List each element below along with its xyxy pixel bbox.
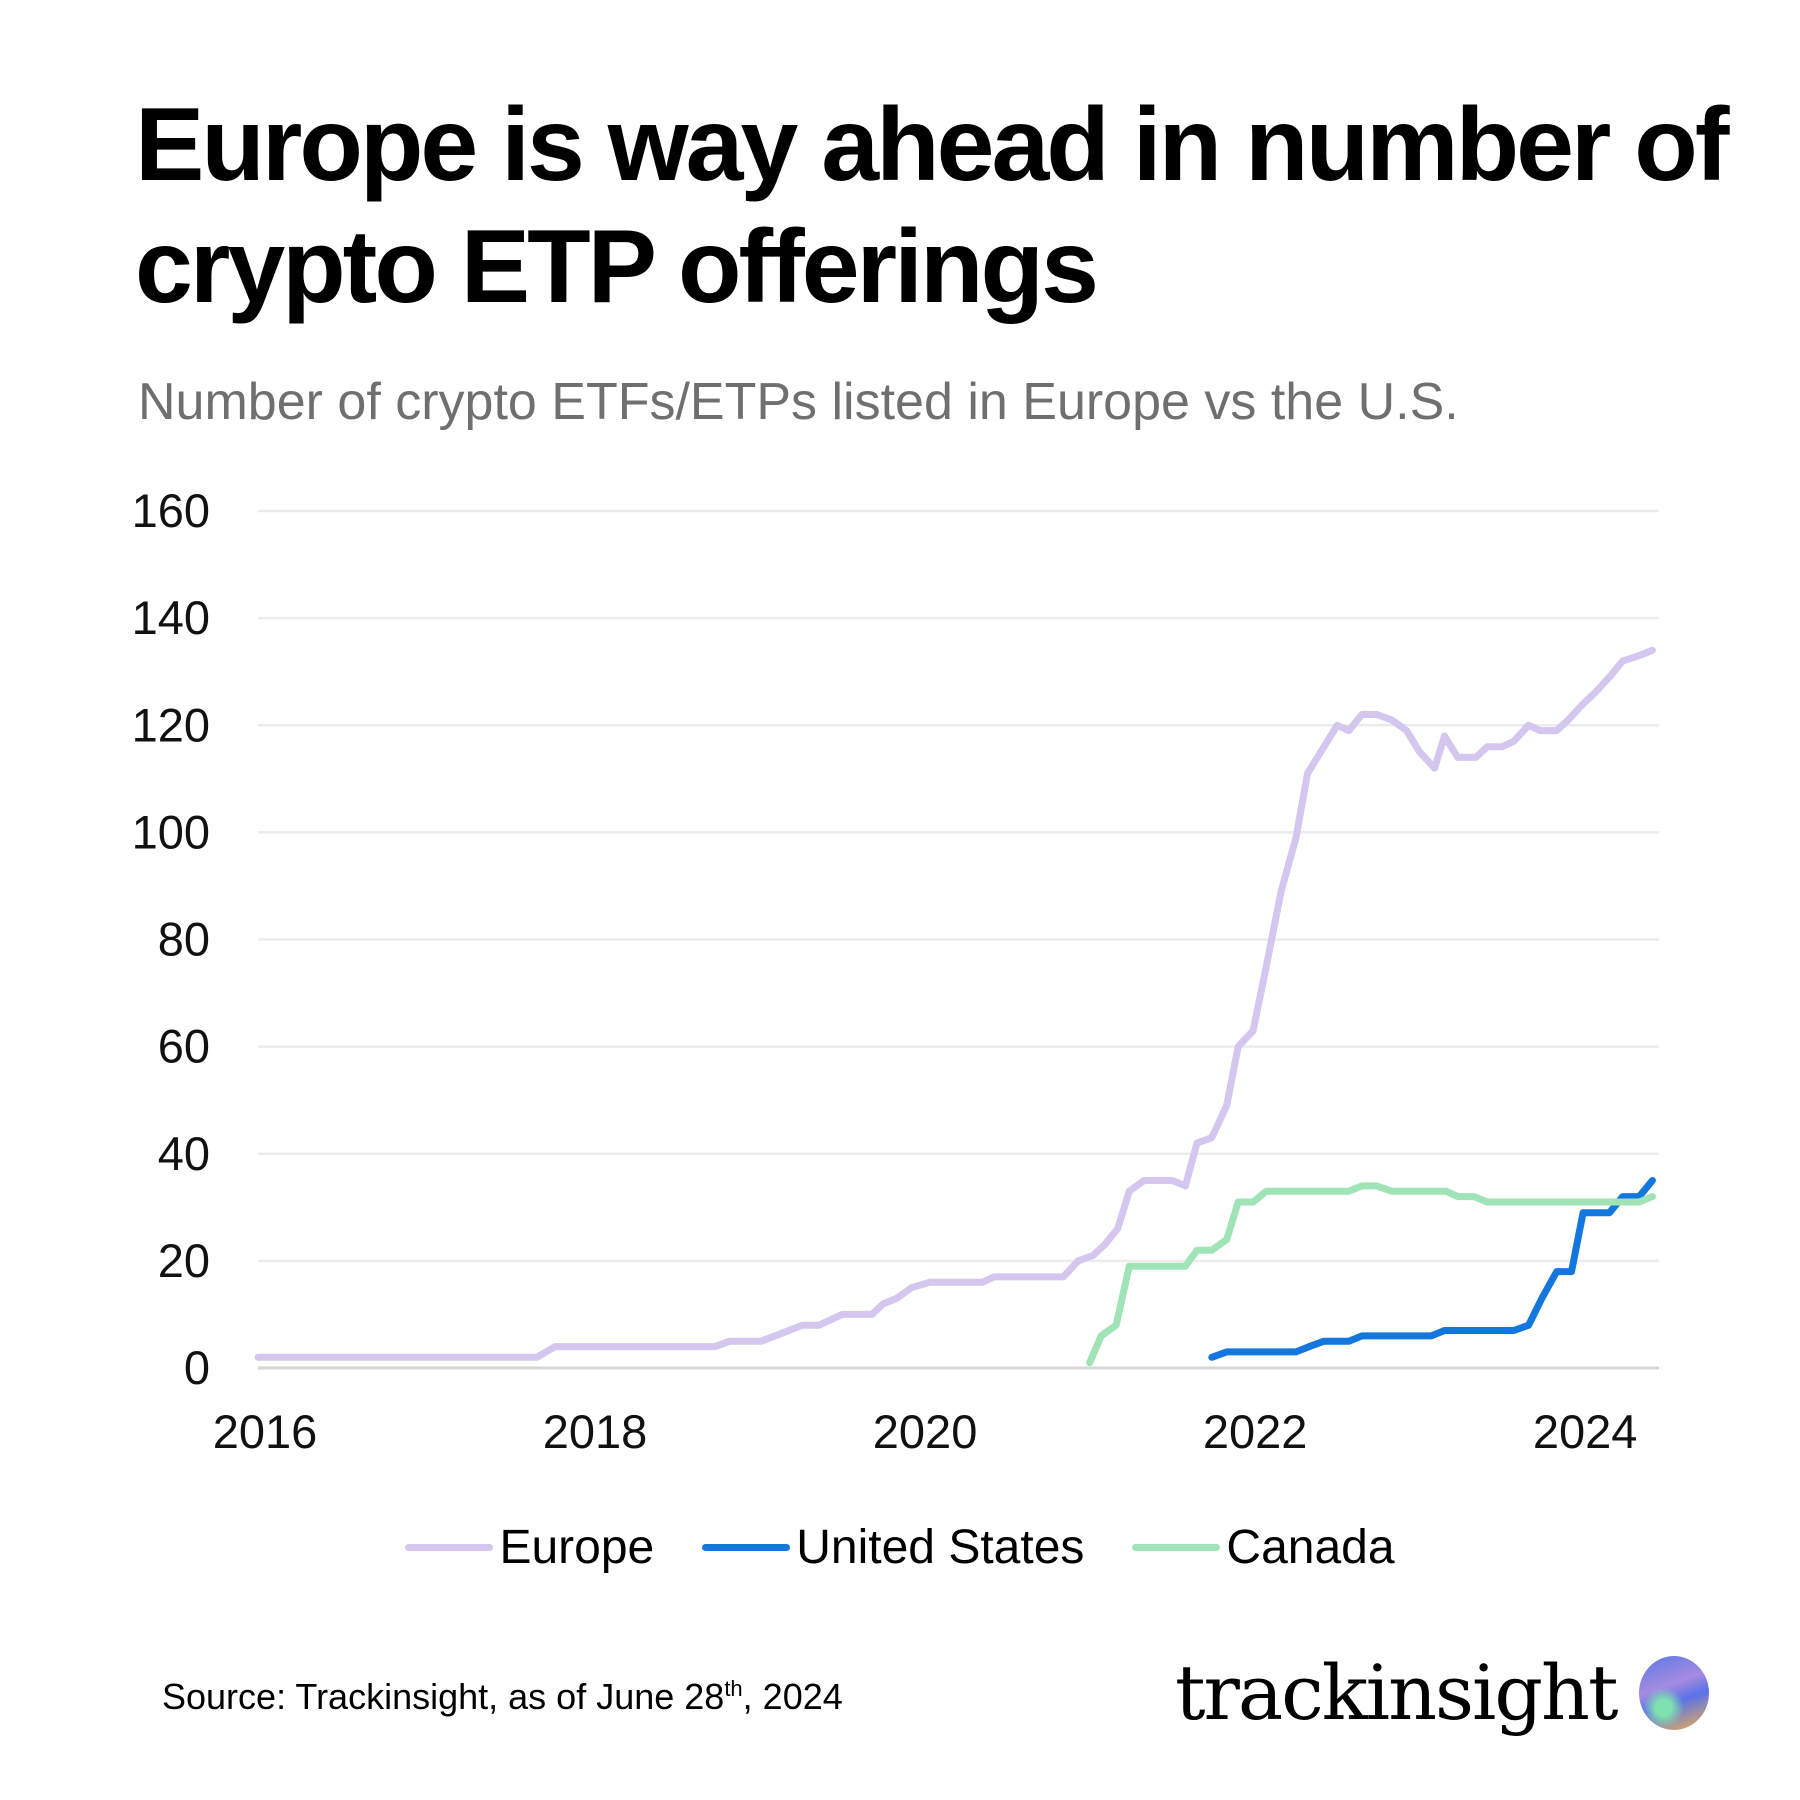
- y-tick-label: 120: [132, 698, 210, 751]
- x-tick-label: 2024: [1533, 1405, 1638, 1458]
- y-tick-label: 40: [158, 1127, 210, 1180]
- x-tick-label: 2016: [213, 1405, 318, 1458]
- trackinsight-logo: trackinsight: [1175, 1648, 1709, 1737]
- series-line-united-states: [1208, 1177, 1656, 1361]
- legend-item-canada: Canada: [1132, 1520, 1395, 1575]
- source-text: Source: Trackinsight, as of June 28: [162, 1676, 725, 1717]
- y-tick-label: 0: [184, 1341, 210, 1394]
- y-tick-label: 20: [158, 1234, 210, 1287]
- source-superscript: th: [724, 1676, 743, 1701]
- europe-swatch: [405, 1544, 494, 1551]
- legend-label: Europe: [499, 1521, 655, 1574]
- x-tick-label: 2018: [543, 1405, 648, 1458]
- x-axis-ticks: 2016 2018 2020 2022 2024: [213, 1405, 1638, 1458]
- y-tick-label: 140: [132, 591, 210, 644]
- series-line-europe: [254, 646, 1656, 1361]
- legend-item-europe: Europe: [405, 1520, 654, 1575]
- canada-swatch: [1132, 1544, 1221, 1551]
- chart-subtitle: Number of crypto ETFs/ETPs listed in Eur…: [138, 373, 1459, 431]
- united-states-swatch: [702, 1544, 791, 1551]
- y-tick-label: 160: [132, 484, 210, 537]
- chart-title: Europe is way ahead in number of crypto …: [135, 87, 1729, 325]
- source-note: Source: Trackinsight, as of June 28th, 2…: [162, 1676, 843, 1718]
- y-tick-label: 60: [158, 1020, 210, 1073]
- legend-label: United States: [796, 1521, 1085, 1574]
- y-tick-label: 100: [132, 805, 210, 858]
- series-line-canada: [1086, 1182, 1656, 1367]
- source-year: , 2024: [742, 1676, 843, 1717]
- logo-wordmark: trackinsight: [1175, 1648, 1618, 1737]
- y-tick-label: 80: [158, 913, 210, 966]
- x-tick-label: 2022: [1203, 1405, 1308, 1458]
- logo-orb-icon: [1638, 1655, 1709, 1730]
- legend: Europe United States Canada: [0, 1520, 1800, 1575]
- y-axis-ticks: 0 20 40 60 80 100 120 140 160: [132, 484, 210, 1394]
- legend-item-united-states: United States: [702, 1520, 1084, 1575]
- x-tick-label: 2020: [873, 1405, 978, 1458]
- series-lines: [254, 646, 1656, 1367]
- gridlines: [258, 509, 1659, 1370]
- legend-label: Canada: [1226, 1521, 1395, 1574]
